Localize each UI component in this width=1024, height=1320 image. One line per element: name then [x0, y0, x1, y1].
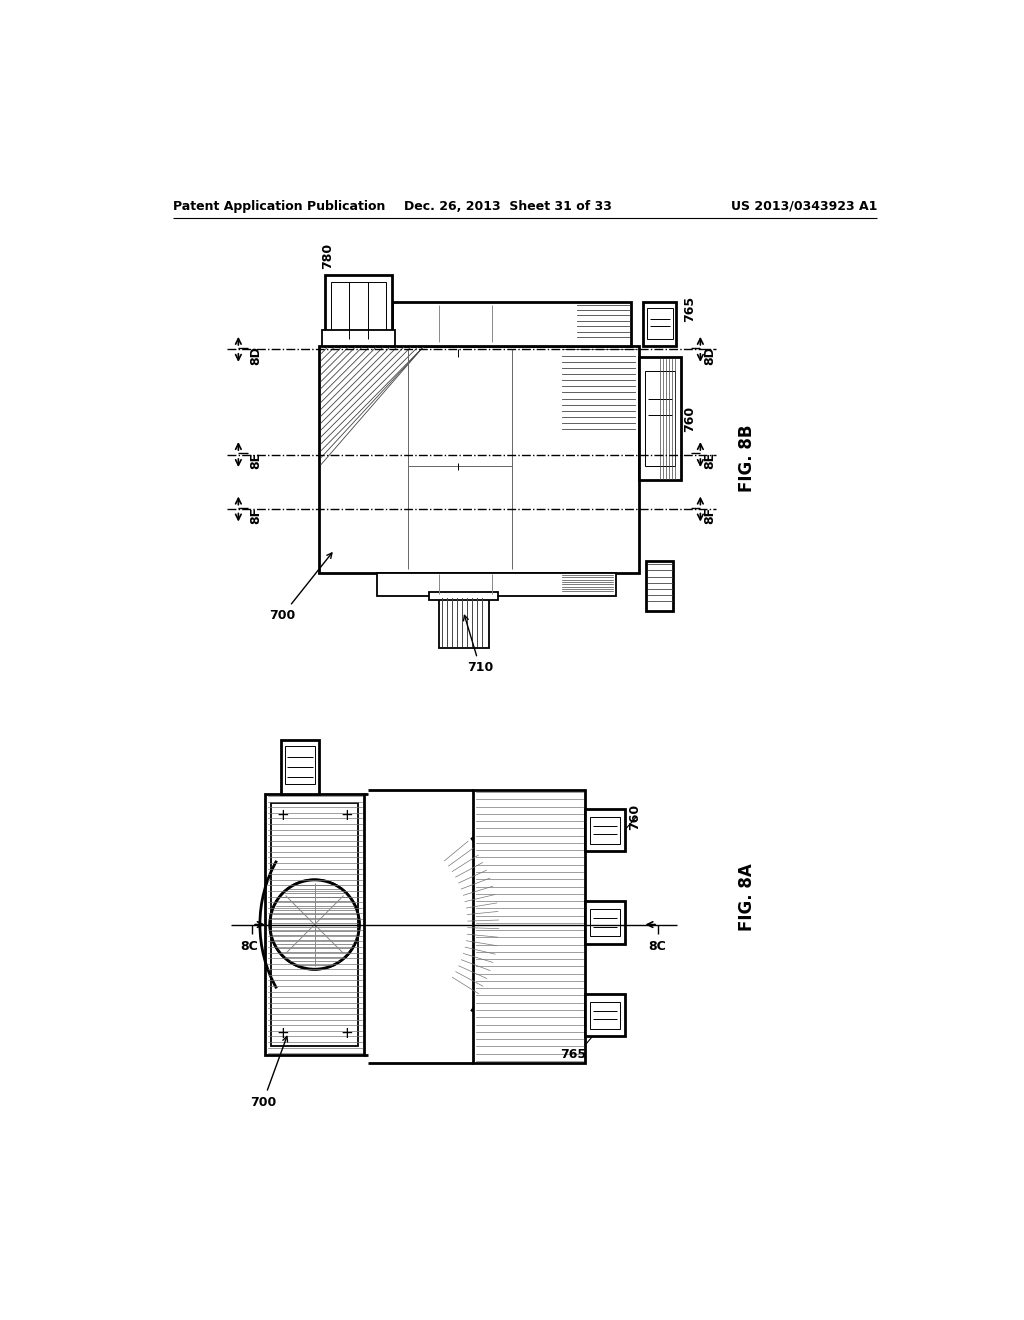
Text: +: +	[275, 1027, 289, 1041]
Bar	[286, 746, 314, 784]
Bar	[322, 330, 395, 346]
Bar	[647, 308, 673, 339]
Text: 8C: 8C	[241, 940, 258, 953]
Bar	[438, 595, 488, 648]
Text: Patent Application Publication: Patent Application Publication	[173, 199, 385, 213]
Text: US 2013/0343923 A1: US 2013/0343923 A1	[731, 199, 878, 213]
Bar	[639, 358, 681, 480]
Bar	[429, 591, 498, 599]
Text: 700: 700	[250, 1036, 288, 1109]
Bar	[585, 809, 625, 851]
Bar	[319, 346, 639, 573]
Text: FIG. 8B: FIG. 8B	[737, 425, 756, 492]
Bar	[265, 793, 364, 1056]
Text: 8D: 8D	[703, 346, 717, 364]
Text: 700: 700	[269, 553, 332, 622]
Bar	[392, 302, 631, 346]
Circle shape	[270, 880, 359, 969]
Bar	[325, 276, 392, 346]
Text: 710: 710	[464, 615, 494, 675]
Text: 8C: 8C	[648, 940, 666, 953]
Text: +: +	[275, 808, 289, 822]
Bar	[590, 1002, 620, 1028]
Text: 765: 765	[683, 296, 695, 322]
Bar	[271, 803, 357, 1047]
Text: 8E: 8E	[703, 453, 717, 470]
Text: Dec. 26, 2013  Sheet 31 of 33: Dec. 26, 2013 Sheet 31 of 33	[403, 199, 611, 213]
Text: 8D: 8D	[249, 346, 262, 364]
Text: +: +	[341, 1027, 353, 1041]
Bar	[590, 817, 620, 843]
Bar	[377, 573, 615, 595]
Text: 8F: 8F	[703, 507, 717, 524]
Bar	[646, 561, 674, 611]
Bar	[331, 281, 386, 339]
Bar	[590, 909, 620, 936]
Text: +: +	[341, 808, 353, 822]
Bar	[645, 371, 675, 466]
Text: 8F: 8F	[249, 507, 262, 524]
Text: 8E: 8E	[249, 453, 262, 470]
Bar	[281, 739, 319, 793]
Text: 780: 780	[321, 243, 334, 269]
Bar	[643, 302, 677, 346]
Text: 765: 765	[560, 1048, 587, 1061]
Bar	[473, 789, 585, 1063]
Bar	[585, 902, 625, 944]
Text: 760: 760	[683, 405, 695, 432]
Bar	[585, 994, 625, 1036]
Text: 760: 760	[628, 804, 641, 830]
Text: FIG. 8A: FIG. 8A	[737, 863, 756, 932]
